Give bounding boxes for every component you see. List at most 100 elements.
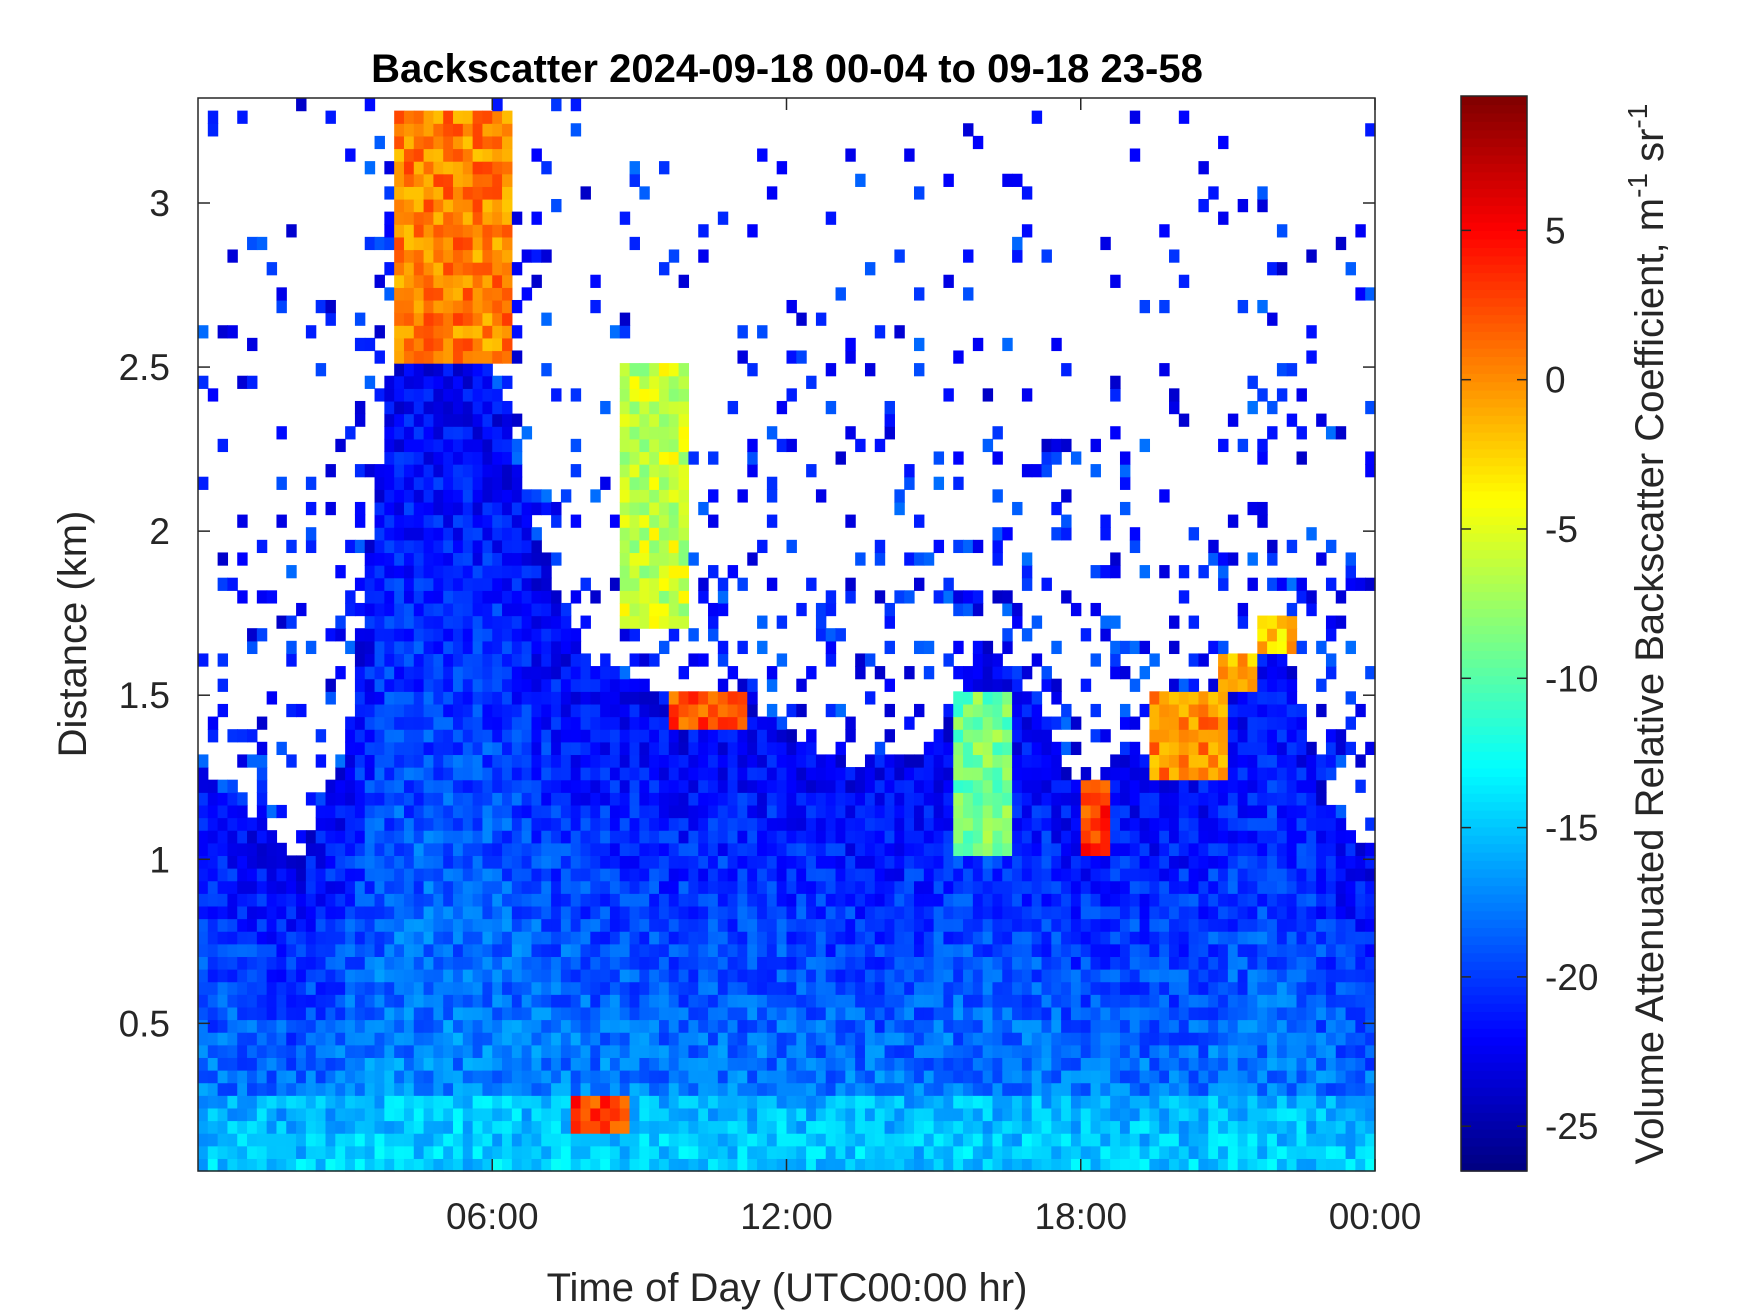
heatmap-cell [1139, 817, 1151, 831]
heatmap-cell [1129, 931, 1141, 945]
heatmap-cell [433, 211, 444, 225]
heatmap-cell [237, 514, 248, 528]
heatmap-cell [462, 198, 474, 213]
heatmap-cell [354, 779, 366, 793]
heatmap-cell [776, 779, 788, 793]
heatmap-cell [423, 729, 434, 743]
heatmap-cell [482, 312, 493, 326]
heatmap-cell [1070, 1133, 1082, 1147]
heatmap-cell [403, 135, 415, 150]
heatmap-cell [776, 880, 788, 894]
heatmap-cell [698, 501, 709, 516]
heatmap-cell [247, 817, 258, 831]
heatmap-cell [325, 1082, 336, 1096]
heatmap-cell [227, 804, 238, 819]
heatmap-cell [776, 741, 788, 756]
heatmap-cell [629, 590, 640, 604]
heatmap-cell [1188, 1057, 1200, 1071]
heatmap-cell [570, 767, 582, 781]
heatmap-cell [335, 855, 346, 869]
heatmap-cell [806, 868, 817, 882]
heatmap-cell [845, 337, 856, 352]
heatmap-cell [502, 703, 513, 718]
heatmap-cell [384, 842, 395, 857]
heatmap-cell [963, 792, 974, 806]
heatmap-cell [472, 451, 484, 465]
heatmap-cell [708, 868, 719, 882]
heatmap-cell [776, 792, 788, 806]
heatmap-cell [580, 1120, 591, 1134]
heatmap-cell [914, 1107, 925, 1122]
heatmap-cell [541, 868, 552, 882]
heatmap-cell [972, 956, 984, 970]
heatmap-cell [1002, 741, 1013, 756]
heatmap-cell [1070, 855, 1082, 869]
heatmap-cell [1012, 1082, 1023, 1096]
heatmap-cell [403, 1145, 415, 1159]
heatmap-cell [256, 1057, 268, 1071]
heatmap-cell [1159, 754, 1170, 768]
heatmap-cell [413, 1145, 425, 1159]
heatmap-cell [864, 363, 876, 377]
heatmap-cell [815, 1145, 827, 1159]
heatmap-cell [688, 804, 699, 819]
heatmap-cell [923, 552, 935, 566]
heatmap-cell [502, 716, 513, 730]
heatmap-cell [698, 767, 709, 781]
heatmap-cell [796, 931, 807, 945]
heatmap-cell [403, 565, 415, 579]
heatmap-cell [453, 1070, 464, 1084]
heatmap-cell [874, 1120, 886, 1134]
heatmap-cell [737, 640, 748, 655]
heatmap-cell [413, 186, 425, 200]
heatmap-cell [521, 956, 533, 970]
heatmap-cell [335, 868, 346, 882]
heatmap-cell [1100, 969, 1111, 983]
heatmap-cell [403, 400, 415, 415]
heatmap-cell [1178, 994, 1190, 1008]
heatmap-cell [453, 514, 464, 528]
heatmap-cell [943, 741, 954, 756]
heatmap-cell [649, 703, 660, 718]
heatmap-cell [658, 1133, 670, 1147]
heatmap-cell [462, 413, 474, 427]
heatmap-cell [482, 1019, 493, 1033]
heatmap-cell [688, 1032, 699, 1046]
heatmap-cell [374, 994, 385, 1008]
heatmap-cell [443, 337, 454, 352]
heatmap-cell [1061, 1044, 1072, 1058]
heatmap-cell [914, 1095, 925, 1109]
heatmap-cell [629, 1082, 640, 1096]
heatmap-cell [541, 1145, 552, 1159]
heatmap-cell [364, 1145, 376, 1159]
heatmap-cell [325, 969, 336, 983]
heatmap-cell [806, 1145, 817, 1159]
heatmap-cell [1041, 451, 1052, 465]
heatmap-cell [943, 1095, 954, 1109]
heatmap-cell [335, 1006, 346, 1021]
heatmap-cell [492, 274, 503, 288]
heatmap-cell [443, 1158, 454, 1172]
heatmap-cell [757, 792, 768, 806]
heatmap-cell [354, 1082, 366, 1096]
heatmap-cell [776, 653, 788, 667]
heatmap-cell [482, 893, 493, 907]
heatmap-cell [472, 464, 484, 478]
heatmap-cell [227, 994, 238, 1008]
heatmap-cell [737, 931, 748, 945]
heatmap-cell [639, 1044, 650, 1058]
heatmap-cell [335, 842, 346, 857]
heatmap-cell [639, 413, 650, 427]
heatmap-cell [403, 779, 415, 793]
heatmap-cell [717, 817, 729, 831]
heatmap-cell [766, 1145, 778, 1159]
heatmap-cell [511, 981, 523, 995]
heatmap-cell [992, 981, 1003, 995]
heatmap-cell [855, 1158, 866, 1172]
heatmap-cell [649, 565, 660, 579]
heatmap-cell [433, 880, 444, 894]
heatmap-cell [502, 1019, 513, 1033]
heatmap-cell [825, 1032, 837, 1046]
heatmap-cell [423, 1057, 434, 1071]
heatmap-cell [708, 741, 719, 756]
